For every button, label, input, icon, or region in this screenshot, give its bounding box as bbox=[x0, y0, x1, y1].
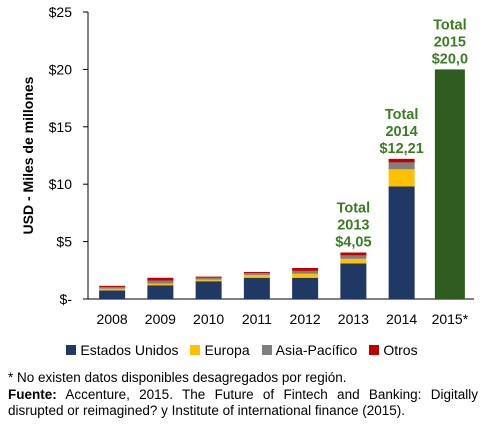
x-tick-label: 2013 bbox=[338, 311, 369, 327]
y-tick-label: $5 bbox=[56, 234, 72, 250]
legend-item: Europa bbox=[190, 342, 250, 358]
annotation-2013-line: $4,05 bbox=[335, 235, 371, 251]
x-tick-label: 2010 bbox=[193, 311, 224, 327]
x-tick-label: 2012 bbox=[290, 311, 321, 327]
source-note: Fuente: Accenture, 2015. The Future of F… bbox=[8, 387, 478, 420]
bar-estados-unidos-2011 bbox=[243, 277, 270, 299]
annotation-2015-line: Total bbox=[433, 17, 467, 33]
bar-otros-2010 bbox=[195, 276, 222, 278]
x-tick-label: 2011 bbox=[242, 311, 272, 327]
bar-europa-2010 bbox=[195, 279, 222, 282]
bar-asia-pac-fico-2012 bbox=[292, 270, 319, 274]
legend-item: Otros bbox=[369, 342, 418, 358]
bar-asia-pac-fico-2008 bbox=[99, 286, 126, 289]
bar-estados-unidos-2008 bbox=[99, 290, 126, 299]
x-tick-label: 2014 bbox=[386, 311, 417, 327]
y-tick-label: $10 bbox=[49, 176, 73, 192]
annotation-2014-line: $12,21 bbox=[379, 141, 423, 157]
x-tick-label: 2015* bbox=[432, 311, 469, 327]
annotation-2013-line: 2013 bbox=[337, 218, 369, 234]
annotation-2013-line: Total bbox=[337, 201, 371, 217]
stacked-bar-chart: USD - Miles de millones $- $5 $10 $15 $20 $25 2… bbox=[20, 4, 474, 327]
bar-estados-unidos-2010 bbox=[195, 281, 222, 299]
legend-label: Otros bbox=[383, 342, 418, 358]
bar-europa-2008 bbox=[99, 288, 126, 291]
bar-estados-unidos-2009 bbox=[147, 285, 174, 299]
bar-europa-2009 bbox=[147, 283, 174, 286]
source-label: Fuente: bbox=[8, 386, 57, 402]
bar-estados-unidos-2013 bbox=[340, 263, 367, 299]
annotation-2015-line: $20,0 bbox=[432, 51, 468, 67]
chart-legend: Estados Unidos Europa Asia-Pacífico Otros bbox=[0, 342, 484, 358]
y-tick-label: $15 bbox=[49, 119, 73, 135]
legend-label: Asia-Pacífico bbox=[275, 342, 358, 358]
bar-otros-2012 bbox=[292, 268, 319, 271]
bar-estados-unidos-2012 bbox=[292, 277, 319, 299]
bar-total-2015 bbox=[434, 69, 465, 300]
legend-item: Asia-Pacífico bbox=[261, 342, 358, 358]
y-tick-label: $20 bbox=[49, 61, 73, 77]
y-axis-title: USD - Miles de millones bbox=[20, 76, 36, 234]
bar-otros-2014 bbox=[388, 158, 415, 163]
legend-swatch bbox=[369, 345, 380, 356]
y-tick-label: $25 bbox=[49, 4, 73, 20]
annotation-2014-line: Total bbox=[385, 107, 419, 123]
bar-europa-2012 bbox=[292, 273, 319, 278]
legend-swatch bbox=[66, 345, 77, 356]
legend-label: Estados Unidos bbox=[80, 342, 179, 358]
legend-label: Europa bbox=[204, 342, 250, 358]
annotation-2014-line: 2014 bbox=[385, 124, 417, 140]
bar-asia-pac-fico-2013 bbox=[340, 255, 367, 259]
bar-europa-2014 bbox=[388, 169, 415, 187]
bar-asia-pac-fico-2014 bbox=[388, 162, 415, 170]
bar-otros-2013 bbox=[340, 252, 367, 256]
bar-otros-2011 bbox=[243, 272, 270, 274]
x-tick-label: 2008 bbox=[97, 311, 128, 327]
bar-estados-unidos-2014 bbox=[388, 186, 415, 299]
bar-otros-2008 bbox=[99, 285, 126, 287]
bar-asia-pac-fico-2009 bbox=[147, 280, 174, 284]
legend-swatch bbox=[190, 345, 201, 356]
source-text: Accenture, 2015. The Future of Fintech a… bbox=[8, 386, 478, 419]
y-tick-label: $- bbox=[60, 291, 73, 307]
footnote: * No existen datos disponibles desagrega… bbox=[8, 370, 347, 385]
bar-asia-pac-fico-2010 bbox=[195, 277, 222, 280]
annotation-2015-line: 2015 bbox=[434, 34, 466, 50]
chart-notes: * No existen datos disponibles desagrega… bbox=[8, 370, 478, 420]
bar-europa-2013 bbox=[340, 258, 367, 264]
bar-otros-2009 bbox=[147, 277, 174, 281]
bar-asia-pac-fico-2011 bbox=[243, 273, 270, 275]
x-tick-label: 2009 bbox=[145, 311, 176, 327]
bar-europa-2011 bbox=[243, 274, 270, 278]
legend-item: Estados Unidos bbox=[66, 342, 178, 358]
legend-swatch bbox=[261, 345, 272, 356]
